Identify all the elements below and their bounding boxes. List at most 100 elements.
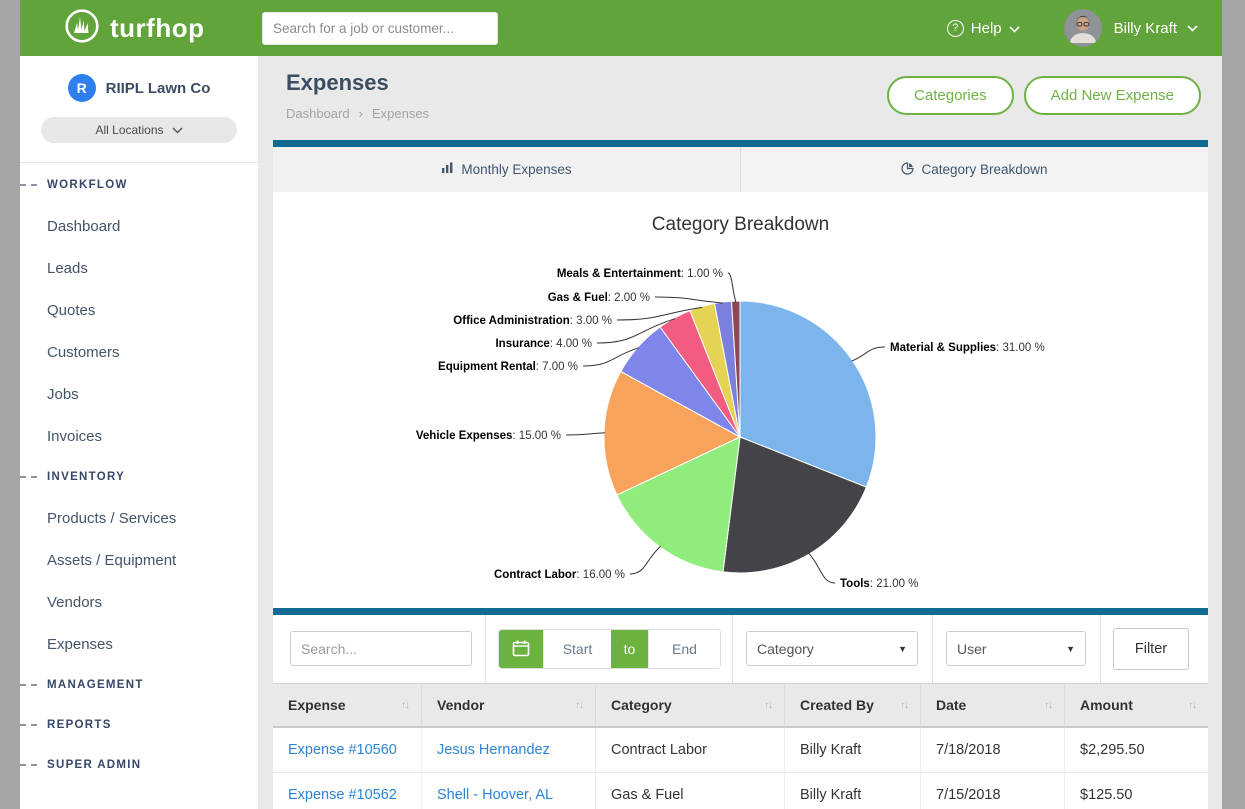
sidebar-section-inventory[interactable]: INVENTORY <box>20 457 258 497</box>
location-selector-label: All Locations <box>95 123 163 137</box>
user-avatar[interactable] <box>1064 9 1102 47</box>
breadcrumb-current: Expenses <box>372 106 429 121</box>
tab-monthly-expenses[interactable]: Monthly Expenses <box>273 147 740 192</box>
column-header-vendor[interactable]: Vendor↑↓ <box>422 684 596 726</box>
question-circle-icon: ? <box>947 20 964 37</box>
sidebar-section-management[interactable]: MANAGEMENT <box>20 665 258 705</box>
sidebar-section-reports[interactable]: REPORTS <box>20 705 258 745</box>
filter-divider <box>932 615 933 683</box>
pie-label-insurance: Insurance: 4.00 % <box>495 338 592 350</box>
sidebar-item-invoices[interactable]: Invoices <box>20 415 258 457</box>
section-dash-icon <box>20 684 37 686</box>
chevron-down-icon[interactable] <box>1187 19 1198 37</box>
column-header-created-by[interactable]: Created By↑↓ <box>785 684 921 726</box>
sidebar-item-expenses[interactable]: Expenses <box>20 623 258 665</box>
pie-label-connector <box>630 546 661 574</box>
category-cell: Gas & Fuel <box>596 773 785 809</box>
column-header-label: Date <box>936 697 966 713</box>
vendor-cell[interactable]: Shell - Hoover, AL <box>422 773 596 809</box>
pie-label-contract-labor: Contract Labor: 16.00 % <box>494 569 625 581</box>
help-label: Help <box>971 20 1002 37</box>
expenses-table-body: Expense #10560Jesus HernandezContract La… <box>273 728 1208 809</box>
breadcrumb: Dashboard › Expenses <box>286 106 429 121</box>
sort-icon[interactable]: ↑↓ <box>575 700 583 711</box>
section-dash-icon <box>20 184 37 186</box>
turfhop-grass-icon <box>64 8 100 49</box>
amount-cell: $2,295.50 <box>1065 728 1208 772</box>
column-header-date[interactable]: Date ↑↓ <box>921 684 1065 726</box>
sidebar-item-products-services[interactable]: Products / Services <box>20 497 258 539</box>
pie-label-connector <box>809 553 835 583</box>
sidebar-item-jobs[interactable]: Jobs <box>20 373 258 415</box>
pie-label-connector <box>655 297 723 303</box>
section-dash-icon <box>20 764 37 766</box>
location-selector[interactable]: All Locations <box>41 117 237 143</box>
help-menu[interactable]: ? Help <box>947 20 1020 37</box>
sort-icon[interactable]: ↑↓ <box>1044 700 1052 711</box>
filter-divider <box>485 615 486 683</box>
category-breakdown-chart: Category Breakdown Material & Supplies: … <box>273 192 1208 608</box>
date-cell: 7/15/2018 <box>921 773 1065 809</box>
expense-cell[interactable]: Expense #10560 <box>273 728 422 772</box>
chart-tabs: Monthly Expenses Category Breakdown <box>273 147 1208 192</box>
date-to-label: to <box>611 630 648 668</box>
column-header-expense[interactable]: Expense↑↓ <box>273 684 422 726</box>
sidebar-item-dashboard[interactable]: Dashboard <box>20 205 258 247</box>
sidebar-item-assets-equipment[interactable]: Assets / Equipment <box>20 539 258 581</box>
global-search-input[interactable] <box>262 12 498 45</box>
brand-logo[interactable]: turfhop <box>64 0 204 56</box>
pie-label-material-supplies: Material & Supplies: 31.00 % <box>890 342 1045 354</box>
select-caret-icon: ▼ <box>1066 644 1075 654</box>
user-select-value: User <box>957 641 987 657</box>
category-select[interactable]: Category ▼ <box>746 631 918 666</box>
expense-cell[interactable]: Expense #10562 <box>273 773 422 809</box>
sidebar: R RIIPL Lawn Co All Locations WORKFLOWDa… <box>20 56 258 809</box>
header-right-cluster: ? Help Billy Kraft <box>947 0 1222 56</box>
pie-label-gas-fuel: Gas & Fuel: 2.00 % <box>548 292 650 304</box>
breadcrumb-dashboard[interactable]: Dashboard <box>286 106 350 121</box>
created-by-cell: Billy Kraft <box>785 728 921 772</box>
company-avatar[interactable]: R <box>68 74 96 102</box>
sidebar-section-workflow[interactable]: WORKFLOW <box>20 165 258 205</box>
sort-icon[interactable]: ↑↓ <box>764 700 772 711</box>
sidebar-item-quotes[interactable]: Quotes <box>20 289 258 331</box>
pie-label-office-administration: Office Administration: 3.00 % <box>453 315 612 327</box>
pie-label-connector <box>566 433 605 435</box>
column-header-amount[interactable]: Amount↑↓ <box>1065 684 1208 726</box>
sidebar-item-customers[interactable]: Customers <box>20 331 258 373</box>
sidebar-item-leads[interactable]: Leads <box>20 247 258 289</box>
brand-name: turfhop <box>110 13 204 44</box>
sidebar-section-super-admin[interactable]: SUPER ADMIN <box>20 745 258 785</box>
sidebar-nav: WORKFLOWDashboardLeadsQuotesCustomersJob… <box>20 163 258 785</box>
date-start-input[interactable] <box>543 630 611 668</box>
add-new-expense-button[interactable]: Add New Expense <box>1024 76 1201 115</box>
column-header-category[interactable]: Category ↑↓ <box>596 684 785 726</box>
pie-label-tools: Tools: 21.00 % <box>840 578 918 590</box>
user-select[interactable]: User ▼ <box>946 631 1086 666</box>
top-header: turfhop ? Help Billy K <box>20 0 1222 56</box>
sort-icon[interactable]: ↑↓ <box>900 700 908 711</box>
vendor-cell[interactable]: Jesus Hernandez <box>422 728 596 772</box>
expenses-table-header: Expense↑↓Vendor↑↓Category↑↓Created By↑↓D… <box>273 683 1208 728</box>
date-range-picker: to <box>498 629 721 669</box>
calendar-button[interactable] <box>499 630 543 668</box>
app-window: turfhop ? Help Billy K <box>20 0 1222 809</box>
expenses-panel: Monthly Expenses Category Breakdown Cate… <box>273 140 1208 809</box>
sidebar-section-label: MANAGEMENT <box>47 679 144 691</box>
chevron-down-icon <box>172 123 183 137</box>
filter-button[interactable]: Filter <box>1113 628 1189 670</box>
breadcrumb-separator-icon: › <box>359 106 363 121</box>
user-name[interactable]: Billy Kraft <box>1114 20 1177 37</box>
column-header-label: Category <box>611 697 672 713</box>
sort-icon[interactable]: ↑↓ <box>1188 700 1196 711</box>
page-title: Expenses <box>286 70 389 96</box>
table-search-input[interactable] <box>290 631 472 666</box>
date-end-input[interactable] <box>648 630 720 668</box>
sort-icon[interactable]: ↑↓ <box>401 700 409 711</box>
categories-button[interactable]: Categories <box>887 76 1014 115</box>
tab-category-breakdown[interactable]: Category Breakdown <box>740 147 1208 192</box>
pie-label-equipment-rental: Equipment Rental: 7.00 % <box>438 361 578 373</box>
amount-cell: $125.50 <box>1065 773 1208 809</box>
pie-chart-icon <box>901 162 914 178</box>
sidebar-item-vendors[interactable]: Vendors <box>20 581 258 623</box>
